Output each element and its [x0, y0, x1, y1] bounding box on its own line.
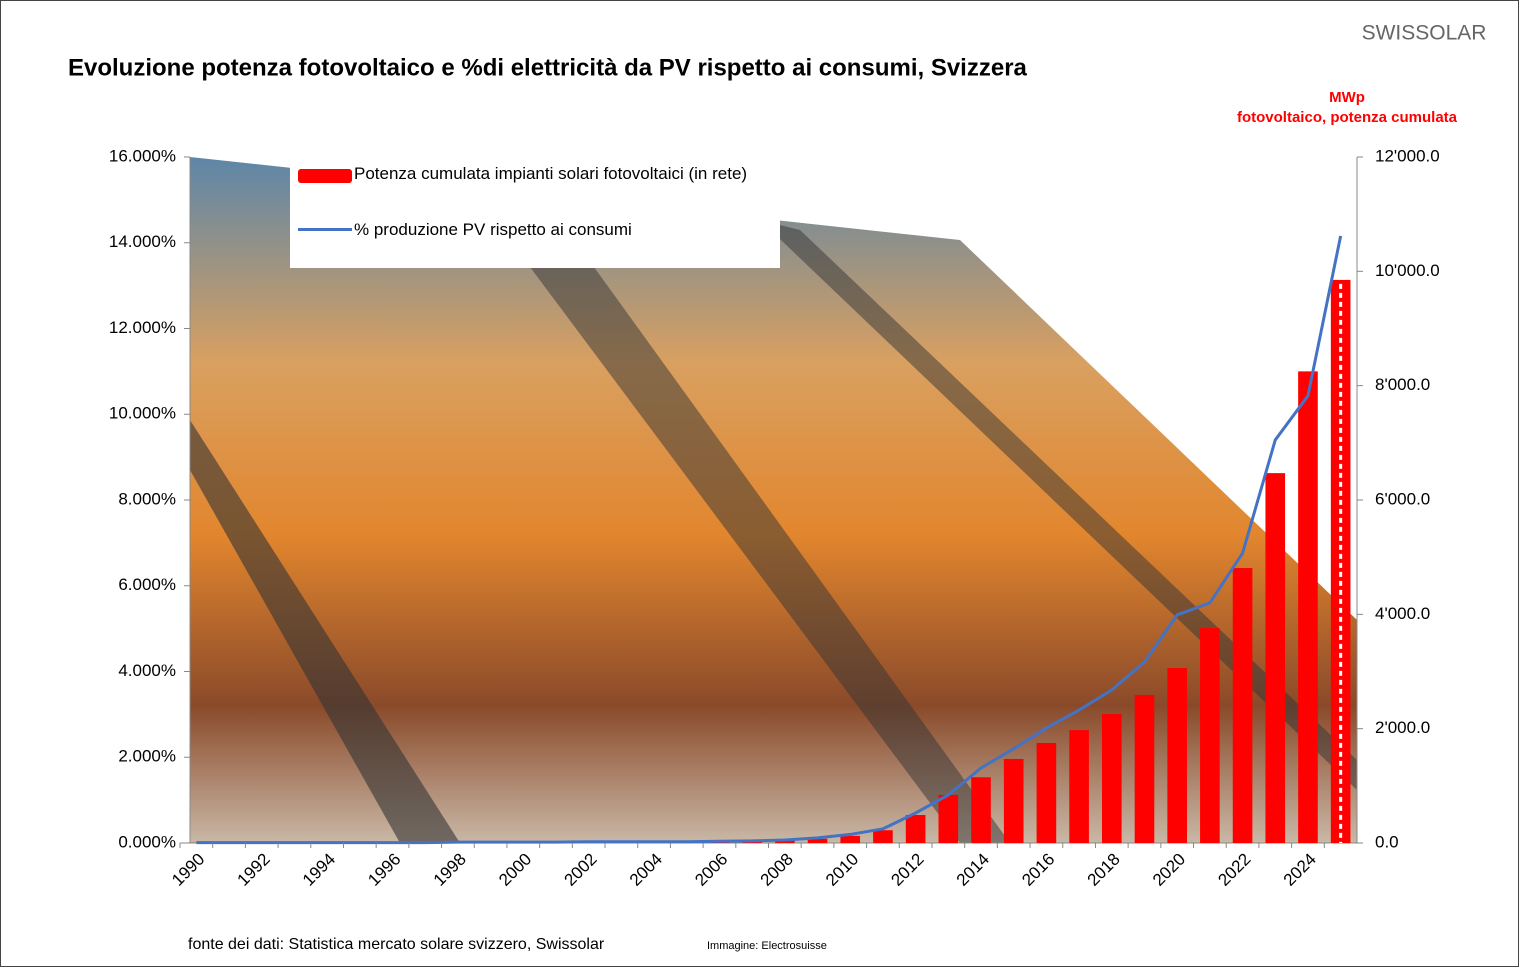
y-tick-label: 6.000%: [118, 575, 176, 594]
y2-tick-label: 8'000.0: [1375, 375, 1430, 394]
y-tick-label: 14.000%: [109, 232, 176, 251]
bar: [807, 838, 828, 843]
bar: [1134, 694, 1155, 843]
y2-tick-label: 12'000.0: [1375, 146, 1440, 165]
panel-edge: [190, 420, 460, 843]
y-tick-label: 0.000%: [118, 832, 176, 851]
bar: [1232, 568, 1253, 843]
y-tick-label: 10.000%: [109, 404, 176, 423]
y2-tick-label: 10'000.0: [1375, 261, 1440, 280]
y-tick-label: 4.000%: [118, 661, 176, 680]
panel-edge: [480, 200, 1010, 843]
bar: [1265, 473, 1286, 843]
bar: [1200, 628, 1220, 843]
background-photo: [190, 157, 1357, 843]
y2-tick-label: 6'000.0: [1375, 489, 1430, 508]
source: fonte dei dati: Statistica mercato solar…: [188, 936, 605, 953]
y2-axis-title: MWp: [1329, 89, 1365, 106]
bar: [971, 777, 991, 843]
y2-tick-label: 4'000.0: [1375, 604, 1430, 623]
legend-swatch: [298, 228, 352, 231]
bar: [1167, 668, 1187, 843]
bar: [1330, 279, 1351, 843]
bar: [938, 794, 959, 843]
bar: [1069, 730, 1089, 843]
bar: [1003, 758, 1024, 843]
legend-swatch: [298, 169, 352, 183]
bar: [873, 830, 893, 843]
bar: [905, 814, 926, 843]
y-tick-label: 12.000%: [109, 318, 176, 337]
bar: [1036, 742, 1057, 843]
bar: [840, 835, 861, 843]
y2-axis-title: fotovoltaico, potenza cumulata: [1237, 109, 1458, 126]
legend-label: Potenza cumulata impianti solari fotovol…: [354, 164, 748, 183]
bar: [775, 840, 795, 843]
line: [196, 235, 1343, 845]
y2-tick-label: 2'000.0: [1375, 718, 1430, 737]
bar: [1298, 371, 1318, 843]
y-tick-label: 8.000%: [118, 489, 176, 508]
legend-label: % produzione PV rispetto ai consumi: [354, 220, 632, 239]
chart-title: Evoluzione potenza fotovoltaico e %di el…: [68, 54, 1028, 81]
y-tick-label: 16.000%: [109, 146, 176, 165]
y2-tick-label: 0.0: [1375, 832, 1399, 851]
bar: [1101, 714, 1122, 843]
logo: SWISSOLAR: [1362, 22, 1487, 45]
legend: Potenza cumulata impianti solari fotovol…: [290, 157, 780, 268]
image-credit: Immagine: Electrosuisse: [707, 940, 827, 952]
y-tick-label: 2.000%: [118, 747, 176, 766]
